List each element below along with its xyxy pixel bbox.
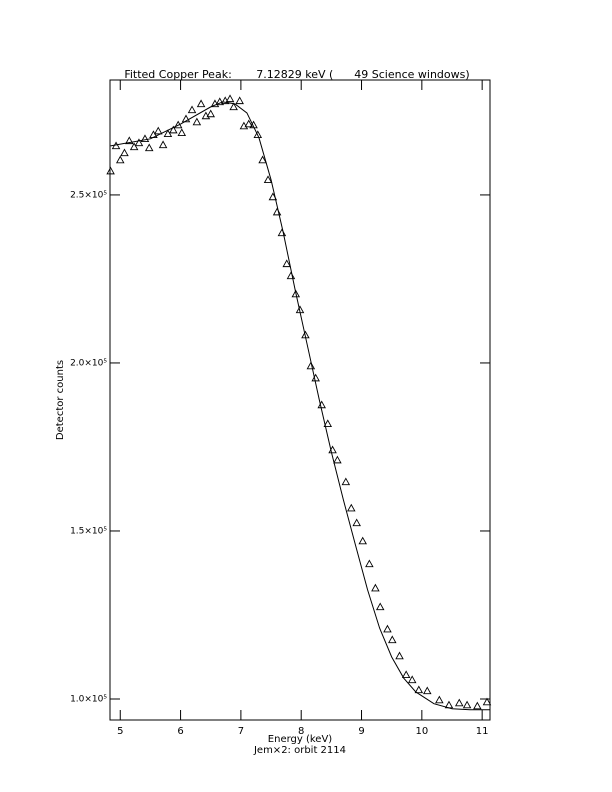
- data-point: [169, 125, 178, 134]
- y-tick-label: 2.0×10⁵: [70, 358, 107, 368]
- data-point: [473, 701, 482, 710]
- data-point: [407, 675, 417, 684]
- data-point: [244, 119, 253, 128]
- x-tick-label: 10: [415, 726, 428, 737]
- data-point: [423, 686, 432, 695]
- data-point: [395, 651, 404, 660]
- data-point: [358, 536, 367, 545]
- data-point: [206, 109, 215, 118]
- data-point: [235, 96, 244, 105]
- data-point: [120, 148, 129, 157]
- fit-line: [110, 101, 490, 711]
- data-point: [482, 697, 492, 706]
- x-tick-label: 5: [117, 726, 123, 737]
- chart-title: Fitted Copper Peak: 7.12829 keV ( 49 Sci…: [124, 68, 469, 81]
- data-point: [158, 140, 168, 149]
- data-point: [196, 99, 206, 108]
- data-point: [215, 97, 225, 106]
- data-point: [177, 128, 187, 137]
- y-tick-label: 2.5×10⁵: [70, 190, 107, 200]
- data-point: [187, 105, 197, 114]
- data-point: [371, 583, 380, 592]
- data-point: [414, 685, 424, 694]
- x-tick-label: 6: [177, 726, 183, 737]
- y-axis-label: Detector counts: [55, 360, 66, 440]
- data-point: [229, 102, 238, 111]
- data-point: [249, 120, 258, 129]
- data-point: [306, 361, 316, 370]
- data-point: [163, 129, 173, 138]
- data-point: [129, 142, 139, 151]
- data-point: [115, 155, 125, 164]
- data-point: [352, 518, 361, 527]
- x-axis-label: Energy (keV): [268, 734, 333, 745]
- data-point: [333, 455, 342, 464]
- data-point: [401, 670, 411, 679]
- data-point: [181, 114, 191, 123]
- data-point: [291, 289, 301, 298]
- data-point: [388, 635, 397, 644]
- data-point: [258, 155, 267, 164]
- data-point: [435, 695, 444, 704]
- data-point: [341, 477, 351, 486]
- data-point: [282, 259, 291, 268]
- data-point: [383, 624, 392, 633]
- subtitle: Jem×2: orbit 2114: [253, 745, 346, 756]
- data-point: [263, 175, 273, 184]
- data-point: [323, 419, 333, 428]
- data-point: [375, 602, 385, 611]
- data-point: [144, 143, 154, 152]
- data-point: [225, 94, 235, 103]
- data-point: [253, 130, 263, 139]
- data-point: [125, 136, 134, 145]
- x-tick-label: 8: [298, 726, 304, 737]
- data-point: [134, 138, 144, 147]
- y-tick-label: 1.5×10⁵: [70, 526, 107, 536]
- data-point: [192, 117, 202, 126]
- data-point: [365, 559, 374, 568]
- data-point: [153, 126, 163, 135]
- x-tick-label: 7: [238, 726, 244, 737]
- data-point: [462, 700, 472, 709]
- x-tick-label: 11: [476, 726, 489, 737]
- x-tick-label: 9: [358, 726, 364, 737]
- data-point: [454, 698, 464, 707]
- y-tick-label: 1.0×10⁵: [70, 694, 107, 704]
- data-point: [106, 166, 115, 175]
- data-point: [347, 503, 356, 512]
- data-point: [286, 271, 296, 280]
- plot-frame: [109, 79, 491, 721]
- data-point: [140, 134, 150, 143]
